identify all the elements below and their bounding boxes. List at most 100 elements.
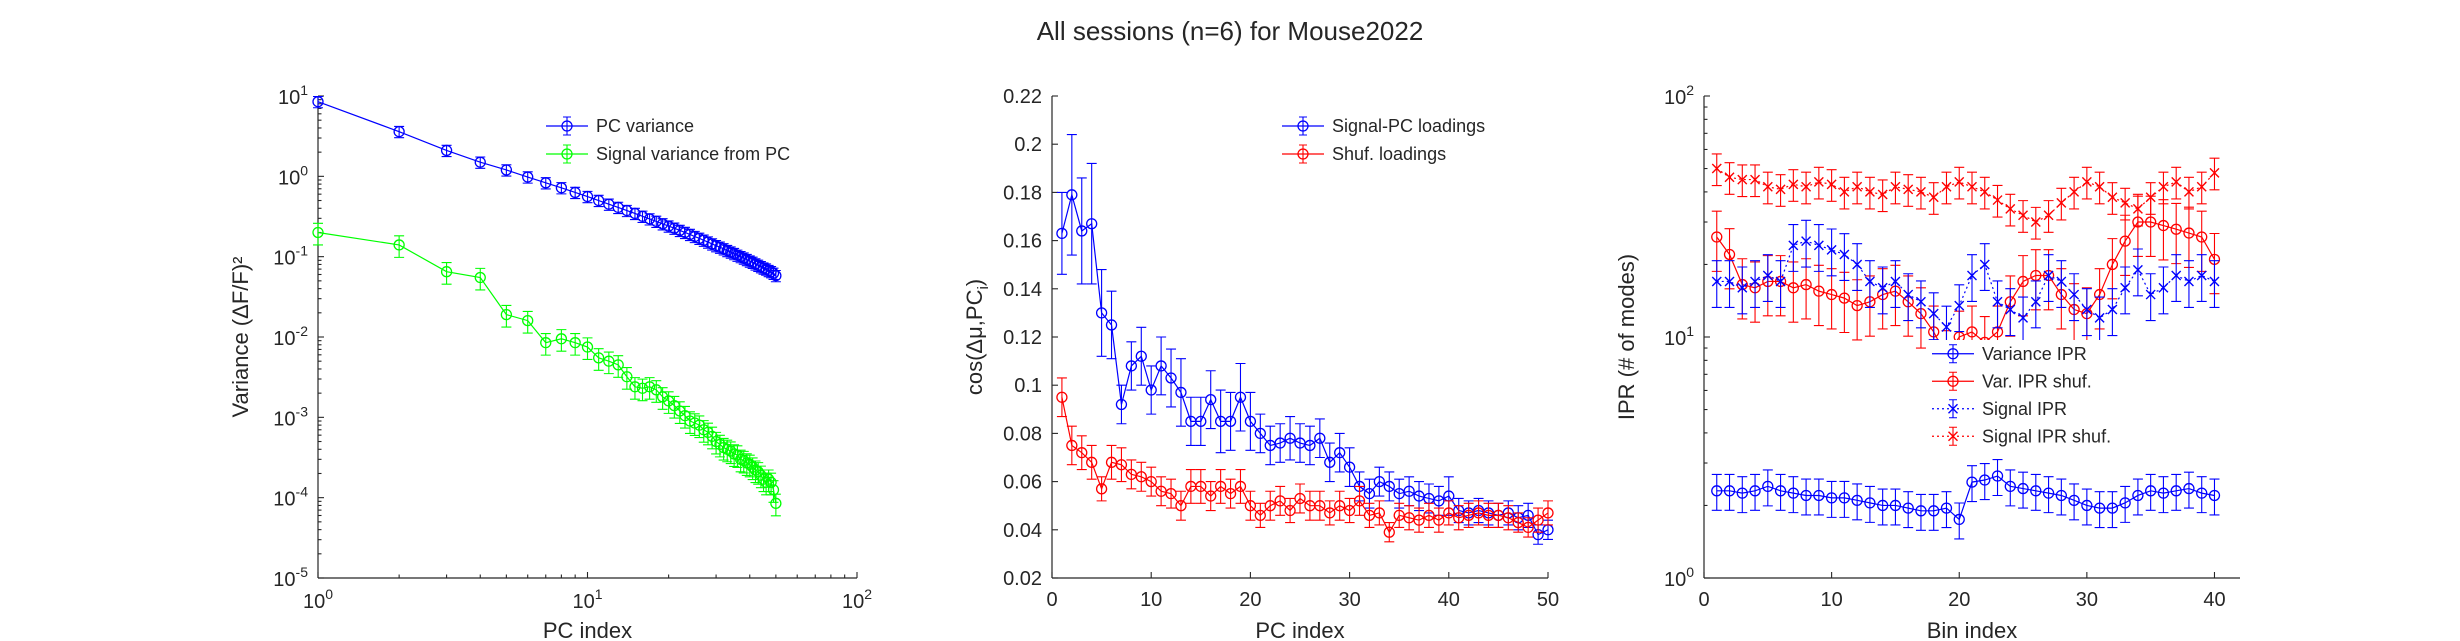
data-point-x-marker [2196, 270, 2207, 281]
data-point-x-marker [1762, 270, 1773, 281]
error-bar [1066, 134, 1077, 256]
error-bar [1954, 502, 1965, 540]
data-point-x-marker [2081, 304, 2092, 315]
data-point-x-marker [2005, 304, 2016, 315]
error-bar [1915, 176, 1926, 210]
data-point-circle-marker [629, 207, 641, 220]
data-point-circle-marker [1838, 492, 1851, 504]
data-point-circle-marker [1838, 292, 1851, 304]
data-point-x-marker [1813, 176, 1824, 187]
error-bar [1215, 469, 1226, 504]
error-bar [1255, 413, 1266, 454]
data-point-circle-marker [1264, 500, 1276, 512]
data-point-circle-marker [1373, 475, 1386, 488]
data-point-circle-marker [1145, 475, 1157, 488]
data-point-circle-marker [1343, 461, 1356, 473]
data-point-x-marker [2081, 176, 2092, 187]
error-bar [2018, 471, 2029, 509]
data-point-circle-marker [1423, 509, 1435, 521]
error-bar [2183, 260, 2194, 309]
data-point-circle-marker [1244, 500, 1257, 512]
legend-box [540, 112, 840, 168]
error-bar [1156, 476, 1167, 507]
error-bar [2069, 176, 2080, 210]
data-point-circle-marker [1800, 278, 1812, 291]
legend-swatch-errorbar [1949, 344, 1957, 364]
error-bar [1915, 493, 1926, 531]
data-point-x-marker [1737, 282, 1748, 293]
data-point-x-marker [1954, 176, 1965, 187]
data-point-circle-marker [440, 266, 453, 278]
data-point-circle-marker [643, 381, 656, 393]
error-bar [1493, 502, 1504, 528]
data-point-circle-marker [770, 270, 782, 282]
x-tick-label: 0 [1698, 589, 1709, 611]
error-bar [1314, 490, 1325, 521]
error-bar [540, 332, 551, 356]
error-bar [1166, 348, 1177, 408]
data-point-x-marker [1826, 179, 1837, 190]
data-point-x-marker [1877, 282, 1888, 293]
data-point-circle-marker [1224, 415, 1237, 428]
error-bar [1737, 164, 1748, 198]
error-bar [1928, 493, 1939, 531]
data-point-circle-marker [1877, 499, 1889, 512]
error-bar [1215, 389, 1226, 454]
error-bar [1404, 476, 1415, 507]
error-bar [582, 337, 593, 361]
error-bar [1864, 485, 1875, 523]
data-point-circle-marker [540, 337, 552, 349]
legend-entry-label: Variance IPR [1982, 344, 2087, 364]
data-point-circle-marker [1787, 487, 1799, 499]
data-point-circle-marker [1145, 384, 1157, 396]
data-point-x-marker [2145, 192, 2156, 203]
error-bar [679, 405, 690, 429]
error-bar [1086, 444, 1097, 480]
data-point-circle-marker [1254, 509, 1266, 521]
error-bar [2107, 182, 2118, 215]
error-bar [2209, 260, 2220, 309]
error-bar [2081, 288, 2092, 337]
data-point-circle-marker [1966, 326, 1978, 338]
y-tick-label: 100 [1664, 564, 1694, 591]
data-point-circle-marker [1066, 189, 1078, 201]
error-bar [1275, 423, 1286, 463]
error-bar [1245, 391, 1256, 451]
error-bar [1928, 292, 1939, 341]
data-point-x-marker [1941, 181, 1952, 192]
data-point-x-marker [2183, 186, 2194, 197]
series-line [317, 231, 777, 504]
data-point-x-marker [1979, 186, 1990, 197]
error-bar [522, 310, 533, 334]
error-bar [1483, 502, 1494, 528]
data-point-circle-marker [440, 144, 453, 157]
error-bar [1737, 476, 1748, 514]
error-bar [2030, 473, 2041, 511]
data-point-circle-marker [500, 164, 513, 176]
error-bar [1864, 260, 1875, 309]
y-tick-label: 0.2 [1014, 134, 1042, 156]
data-point-circle-marker [1165, 487, 1177, 500]
error-bar [1915, 280, 1926, 329]
error-bar [1839, 176, 1850, 210]
error-bar [2005, 193, 2016, 227]
error-bar [1324, 442, 1335, 483]
data-point-x-marker [1839, 186, 1850, 197]
y-tick-label: 10-1 [273, 243, 308, 270]
data-point-circle-marker [2068, 494, 2080, 506]
error-bar [1265, 490, 1276, 521]
data-point-circle-marker [1155, 360, 1167, 372]
error-bar [1788, 169, 1799, 202]
error-bar [1106, 444, 1117, 480]
data-point-circle-marker [2081, 499, 2093, 512]
legend-swatch-errorbar [1299, 116, 1307, 136]
error-bar [2043, 200, 2054, 233]
data-point-x-marker [2043, 270, 2054, 281]
error-bar [2081, 488, 2092, 526]
data-point-circle-marker [561, 120, 573, 132]
error-bar [2069, 273, 2080, 322]
error-bar [770, 493, 781, 517]
data-point-circle-marker [1314, 432, 1326, 444]
data-point-circle-marker [1762, 480, 1774, 493]
data-point-circle-marker [1056, 391, 1068, 403]
